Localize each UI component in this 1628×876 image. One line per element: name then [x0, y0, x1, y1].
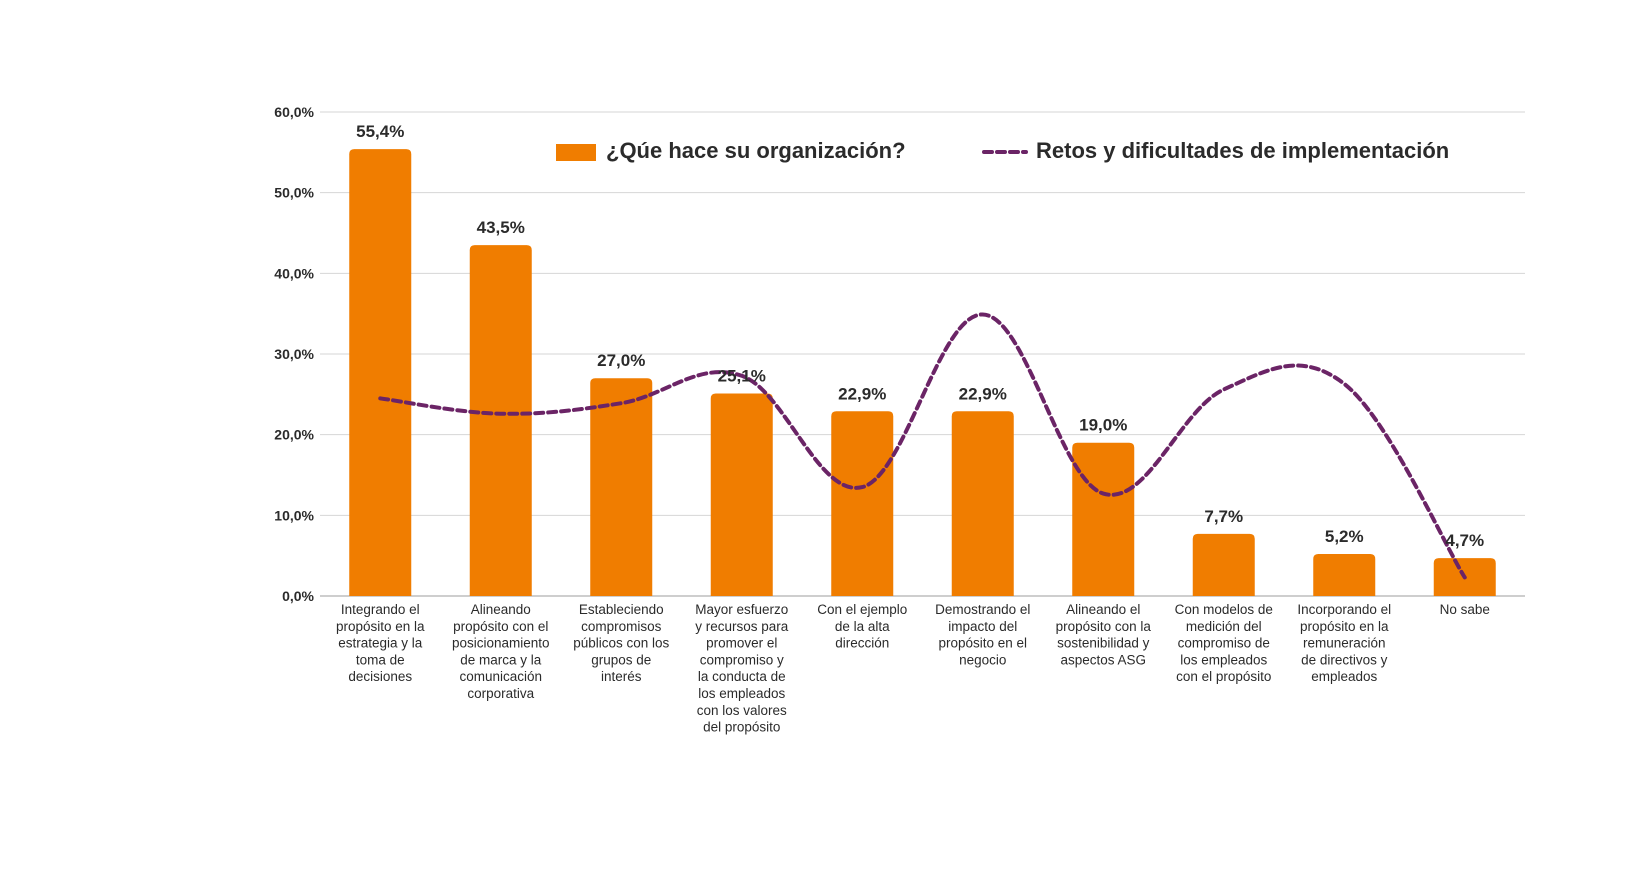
y-tick-label: 10,0%: [274, 507, 314, 523]
x-axis: Integrando el propósito en la estrategia y…: [336, 602, 1490, 735]
bar-value-label: 55,4%: [356, 122, 404, 141]
legend: ¿Qúe hace su organización? Retos y dific…: [556, 138, 1449, 163]
data-labels: 55,4% 43,5% 27,0% 25,1% 22,9% 22,9% 19,0% 7,7% 5…: [356, 122, 1484, 550]
x-category-label: Estableciendo compromisos públicos con los…: [573, 602, 669, 684]
x-category-label: Con el ejemplo de la alta dirección: [817, 602, 907, 651]
x-category-label: Con modelos de medición del compromiso de l…: [1175, 602, 1273, 684]
line-series: [378, 312, 1467, 580]
bar: [951, 411, 1014, 596]
y-tick-label: 30,0%: [274, 346, 314, 362]
bar: [469, 245, 532, 596]
line-series-path: [378, 312, 1467, 580]
legend-bar-swatch: [556, 144, 596, 161]
bar-value-label: 43,5%: [477, 218, 525, 237]
y-tick-label: 40,0%: [274, 265, 314, 281]
y-tick-label: 50,0%: [274, 185, 314, 201]
bar: [349, 149, 412, 596]
bar-value-label: 7,7%: [1204, 507, 1243, 526]
x-category-label: Alineando propósito con el posicionamiento…: [452, 602, 550, 701]
bar: [590, 378, 653, 596]
y-tick-label: 0,0%: [282, 588, 314, 604]
bar: [1192, 533, 1255, 596]
x-category-label: Alineando el propósito con la sostenibilid…: [1056, 602, 1152, 667]
bar: [1072, 442, 1135, 596]
legend-line-label: Retos y dificultades de implementación: [1036, 138, 1449, 163]
bar: [1313, 554, 1376, 596]
y-tick-label: 20,0%: [274, 427, 314, 443]
bar-value-label: 5,2%: [1325, 527, 1364, 546]
x-category-label: Integrando el propósito en la estrategia y…: [336, 602, 425, 684]
x-category-label: Incorporando el propósito en la remuneraci…: [1297, 602, 1391, 684]
legend-bar-label: ¿Qúe hace su organización?: [606, 138, 906, 163]
y-tick-label: 60,0%: [274, 104, 314, 120]
bar-value-label: 27,0%: [597, 351, 645, 370]
x-category-label: Mayor esfuerzo y recursos para promover el…: [695, 602, 789, 735]
bar-value-label: 4,7%: [1445, 531, 1484, 550]
bar-value-label: 25,1%: [718, 367, 766, 386]
bar: [710, 393, 773, 596]
bar-value-label: 22,9%: [838, 384, 886, 403]
x-category-label: No sabe: [1440, 602, 1490, 617]
bar-value-label: 19,0%: [1079, 416, 1127, 435]
bar: [831, 411, 894, 596]
bar-value-label: 22,9%: [959, 384, 1007, 403]
x-category-label: Demostrando el impacto del propósito en el…: [935, 602, 1030, 667]
